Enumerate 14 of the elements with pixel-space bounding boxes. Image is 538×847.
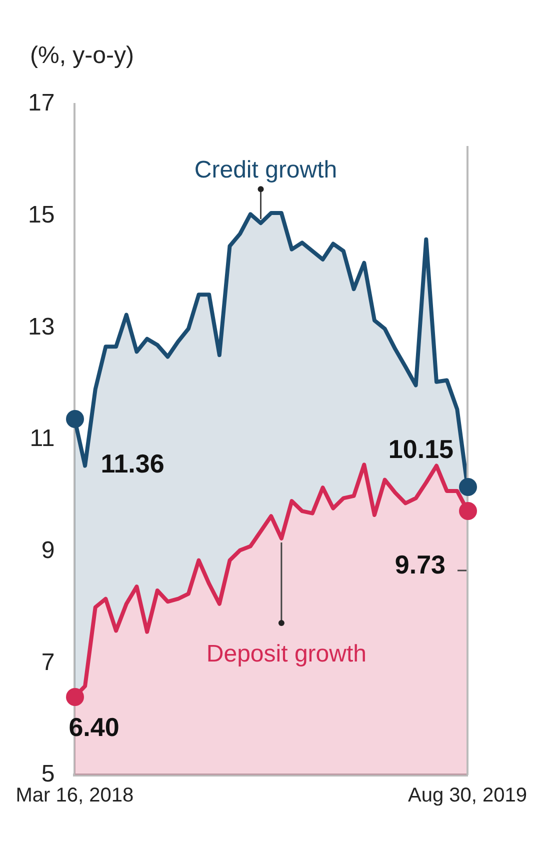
y-tick-label: 9	[41, 536, 55, 564]
y-tick-label: 17	[28, 90, 55, 117]
data-label: 10.15	[388, 434, 454, 464]
data-label: 6.40	[68, 712, 120, 742]
y-axis-title: (%, y-o-y)	[30, 42, 134, 69]
series-label: Deposit growth	[206, 640, 366, 668]
series-label: Credit growth	[194, 156, 338, 184]
y-tick-label: 15	[28, 201, 55, 228]
y-tick-label: 11	[30, 425, 55, 452]
y-tick-label: 7	[41, 648, 55, 676]
data-label: 11.36	[100, 448, 164, 479]
data-label: 9.73	[394, 550, 446, 580]
x-tick-label: Aug 30, 2019	[408, 784, 528, 807]
y-tick-label: 13	[28, 313, 55, 340]
